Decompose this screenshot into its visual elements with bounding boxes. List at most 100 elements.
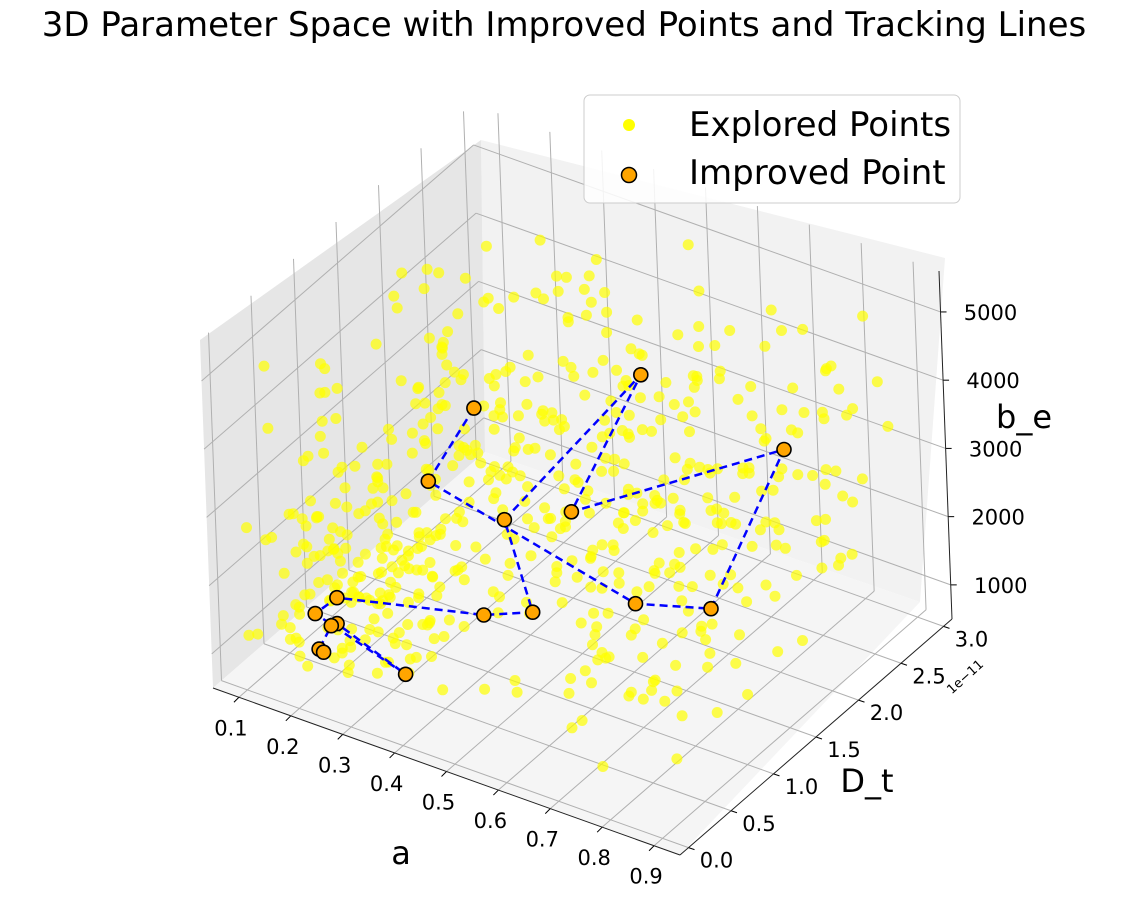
explored-point	[340, 542, 352, 554]
explored-point	[372, 626, 384, 638]
x-tick-label: 0.4	[370, 772, 403, 796]
explored-point	[377, 482, 389, 494]
explored-point	[709, 340, 721, 351]
explored-point	[488, 493, 500, 505]
explored-point	[339, 482, 351, 494]
explored-point	[682, 239, 694, 251]
explored-point	[634, 392, 646, 404]
legend-label-explored: Explored Points	[689, 105, 951, 145]
explored-point	[417, 619, 429, 630]
explored-point	[522, 349, 534, 361]
explored-point	[243, 629, 255, 641]
explored-point	[382, 607, 394, 619]
explored-point	[284, 633, 296, 645]
legend-marker-explored	[623, 119, 635, 131]
y-tick-label: 0.5	[742, 812, 775, 836]
explored-point	[513, 432, 525, 444]
explored-point	[792, 469, 804, 481]
explored-point	[391, 516, 403, 528]
explored-point	[835, 552, 847, 564]
explored-point	[776, 325, 787, 336]
improved-point	[329, 589, 345, 606]
explored-point	[631, 314, 643, 326]
explored-point	[508, 445, 520, 457]
explored-point	[438, 631, 450, 642]
explored-point	[600, 652, 612, 664]
explored-point	[776, 463, 788, 475]
explored-point	[695, 625, 707, 637]
explored-point	[332, 466, 344, 478]
improved-point	[703, 600, 719, 617]
explored-point	[705, 505, 717, 516]
x-tick-mark	[285, 715, 292, 722]
explored-point	[622, 488, 634, 500]
explored-point	[525, 550, 537, 562]
explored-point	[576, 715, 588, 726]
explored-point	[587, 366, 599, 378]
explored-point	[586, 441, 598, 453]
explored-point	[388, 544, 399, 556]
explored-point	[418, 283, 430, 295]
explored-point	[440, 513, 451, 525]
explored-point	[372, 496, 384, 508]
explored-point	[443, 614, 455, 626]
explored-point	[260, 534, 272, 546]
explored-point	[252, 628, 264, 640]
explored-point	[702, 661, 714, 673]
x-tick-mark	[493, 789, 499, 796]
explored-point	[479, 553, 491, 565]
explored-point	[294, 650, 306, 662]
explored-point	[494, 404, 506, 416]
explored-point	[488, 423, 500, 435]
explored-point	[693, 285, 705, 297]
explored-point	[679, 518, 691, 529]
improved-point	[496, 511, 513, 528]
explored-point	[389, 638, 401, 650]
explored-point	[756, 485, 768, 497]
explored-point	[401, 639, 413, 651]
explored-point	[530, 287, 542, 299]
explored-point	[608, 465, 620, 477]
explored-point	[586, 677, 597, 689]
explored-point	[262, 422, 274, 434]
explored-point	[815, 536, 827, 548]
grid-line	[306, 606, 774, 775]
explored-point	[646, 425, 657, 437]
explored-point	[607, 539, 619, 551]
explored-point	[807, 470, 819, 481]
explored-point	[311, 511, 323, 522]
grid-line	[483, 417, 951, 586]
grid-line	[601, 150, 616, 499]
x-tick-mark	[544, 808, 551, 814]
improved-point	[397, 666, 414, 683]
explored-point	[522, 481, 534, 493]
explored-point	[601, 306, 613, 318]
explored-point	[336, 642, 348, 654]
explored-point	[754, 524, 766, 536]
improved-point	[524, 604, 541, 621]
x-axis-line	[212, 687, 681, 856]
explored-point	[745, 381, 757, 392]
y-tick-mark	[730, 810, 738, 814]
explored-point	[337, 567, 348, 579]
explored-point	[683, 396, 694, 408]
explored-point	[528, 522, 540, 534]
explored-point	[583, 270, 595, 282]
legend: Explored Points Improved Point	[583, 94, 961, 204]
explored-point	[562, 316, 574, 328]
explored-point	[511, 686, 523, 698]
explored-point	[704, 569, 716, 581]
explored-point	[452, 564, 464, 576]
z-tick-label: 2000	[971, 506, 1024, 530]
y-tick-label: 2.0	[870, 701, 903, 725]
explored-point	[470, 541, 482, 553]
improved-points	[307, 366, 792, 683]
explored-point	[579, 389, 591, 401]
grid-line	[201, 144, 474, 382]
grid-line	[221, 680, 689, 849]
y-tick-mark	[943, 625, 950, 629]
explored-point	[439, 377, 451, 389]
y-tick-label: 3.0	[955, 627, 988, 651]
explored-point	[519, 376, 531, 388]
y-tick-label: 1.0	[785, 775, 818, 799]
